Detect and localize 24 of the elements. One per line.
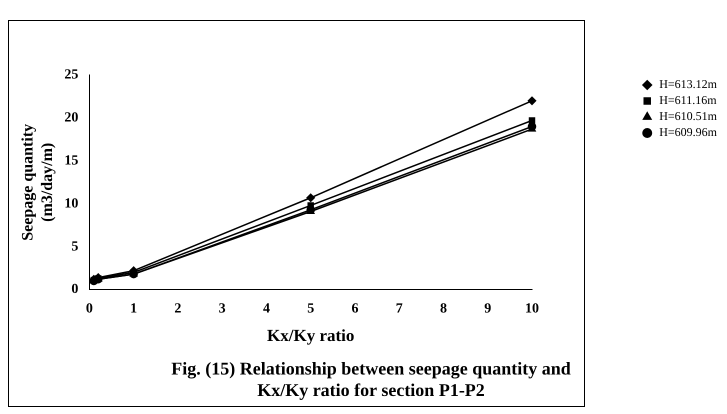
x-tick-label: 10 xyxy=(525,302,539,317)
x-tick-label: 4 xyxy=(262,302,270,317)
legend-label: H=613.12m xyxy=(659,77,718,92)
x-tick-label: 7 xyxy=(396,302,403,317)
y-tick-label: 20 xyxy=(64,110,78,126)
legend-label: H=611.16m xyxy=(659,93,718,108)
x-tick-label: 1 xyxy=(130,302,138,317)
x-tick-label: 9 xyxy=(484,302,492,317)
y-tick-label: 0 xyxy=(71,282,78,298)
y-axis-title: Seepage quantity (m3/day/m) xyxy=(20,124,56,241)
legend-label: H=610.51m xyxy=(659,109,718,124)
text: Fig. (15) Relationship between seepage quantity and Kx/Ky ratio for section P1-P2 xyxy=(171,358,571,400)
x-tick-label: 8 xyxy=(440,302,447,317)
x-tick-label: 6 xyxy=(351,302,358,317)
y-tick-label: 25 xyxy=(64,68,78,83)
y-tick-label: 15 xyxy=(64,153,78,168)
legend-label: H=609.96m xyxy=(659,125,718,140)
x-axis-title: Kx/Ky ratio xyxy=(267,326,354,345)
y-tick-label: 5 xyxy=(71,239,78,254)
x-tick-label: 2 xyxy=(174,302,182,317)
y-tick-label: 10 xyxy=(64,196,78,212)
x-tick-label: 0 xyxy=(86,302,93,317)
x-tick-label: 3 xyxy=(218,302,226,317)
x-tick-label: 5 xyxy=(307,302,314,317)
